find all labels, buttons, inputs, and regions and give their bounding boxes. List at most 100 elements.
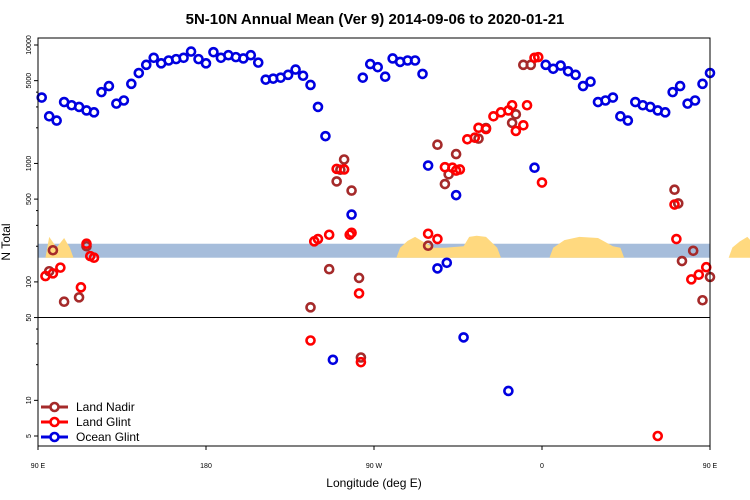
point-0-40 bbox=[346, 209, 357, 220]
y-axis-ticks: 5 10 50 100 500 1000 5000 10000 bbox=[26, 35, 38, 438]
point-1-9 bbox=[338, 154, 350, 165]
point-0-53 bbox=[450, 189, 462, 201]
point-1-5 bbox=[305, 302, 316, 313]
point-0-62 bbox=[577, 80, 589, 92]
point-0-7 bbox=[88, 107, 100, 118]
land-band-0 bbox=[45, 236, 74, 258]
point-0-9 bbox=[103, 80, 115, 92]
point-0-19 bbox=[178, 52, 189, 64]
point-1-20 bbox=[506, 117, 518, 129]
point-2-46 bbox=[652, 430, 664, 442]
series-ocean-glint bbox=[36, 46, 716, 397]
point-1-3 bbox=[73, 292, 85, 303]
point-0-48 bbox=[409, 55, 421, 66]
point-2-31 bbox=[510, 125, 522, 137]
point-0-20 bbox=[185, 46, 197, 57]
legend-swatch-marker-2 bbox=[49, 431, 60, 443]
point-2-9 bbox=[312, 233, 324, 245]
ocean-band bbox=[38, 243, 710, 258]
y-tick-label-1: 10 bbox=[26, 396, 33, 404]
point-1-24 bbox=[669, 184, 680, 196]
point-2-6 bbox=[88, 252, 100, 264]
point-2-16 bbox=[355, 356, 367, 368]
point-0-2 bbox=[51, 115, 62, 126]
data-series bbox=[36, 46, 716, 442]
point-0-51 bbox=[432, 263, 443, 274]
point-0-52 bbox=[441, 257, 453, 269]
point-1-26 bbox=[676, 255, 688, 267]
point-0-73 bbox=[659, 107, 671, 118]
point-1-11 bbox=[353, 272, 365, 284]
point-2-1 bbox=[47, 268, 59, 279]
point-0-15 bbox=[148, 52, 160, 64]
land-band-2 bbox=[549, 236, 625, 258]
series-land-glint bbox=[40, 51, 712, 442]
point-0-23 bbox=[208, 46, 219, 58]
chart-title: 5N-10N Annual Mean (Ver 9) 2014-09-06 to… bbox=[186, 11, 565, 28]
point-0-35 bbox=[297, 70, 309, 82]
point-0-75 bbox=[674, 80, 686, 92]
point-2-39 bbox=[686, 274, 697, 285]
point-0-33 bbox=[282, 69, 294, 81]
point-0-74 bbox=[667, 86, 678, 98]
point-0-67 bbox=[615, 111, 626, 122]
point-0-1 bbox=[43, 111, 55, 122]
point-2-24 bbox=[469, 132, 481, 143]
point-1-13 bbox=[422, 240, 434, 252]
point-2-18 bbox=[432, 233, 443, 245]
point-0-28 bbox=[245, 49, 257, 61]
point-0-56 bbox=[529, 162, 540, 174]
point-2-15 bbox=[353, 288, 365, 299]
point-0-8 bbox=[96, 86, 107, 98]
point-0-68 bbox=[622, 115, 634, 126]
point-1-12 bbox=[355, 352, 367, 363]
point-2-40 bbox=[693, 269, 705, 281]
point-0-77 bbox=[689, 95, 701, 106]
point-2-17 bbox=[422, 228, 434, 240]
point-1-6 bbox=[323, 263, 335, 275]
point-2-22 bbox=[454, 164, 466, 175]
point-1-2 bbox=[58, 296, 70, 308]
point-2-32 bbox=[518, 119, 529, 131]
y-tick-label-6: 5000 bbox=[26, 73, 33, 89]
point-0-21 bbox=[193, 53, 204, 65]
point-0-37 bbox=[312, 101, 324, 113]
point-2-14 bbox=[346, 227, 357, 239]
point-2-3 bbox=[75, 282, 87, 293]
x-axis-label: Longitude (deg E) bbox=[326, 476, 421, 490]
point-0-41 bbox=[357, 72, 369, 83]
point-0-43 bbox=[372, 61, 384, 73]
x-tick-label-0: 90 E bbox=[31, 463, 46, 470]
point-2-37 bbox=[669, 199, 680, 210]
point-2-33 bbox=[521, 99, 533, 111]
surface-band bbox=[38, 235, 750, 258]
legend-swatch-marker-0 bbox=[49, 401, 60, 413]
point-0-34 bbox=[290, 64, 301, 75]
point-1-17 bbox=[450, 148, 462, 160]
point-1-28 bbox=[697, 294, 708, 306]
legend-label-1: Land Glint bbox=[76, 415, 131, 429]
point-0-66 bbox=[607, 92, 619, 103]
x-tick-label-4: 90 E bbox=[703, 463, 718, 470]
point-0-49 bbox=[417, 68, 428, 80]
point-0-50 bbox=[422, 160, 434, 171]
point-2-2 bbox=[55, 262, 66, 273]
point-0-78 bbox=[697, 78, 708, 90]
y-tick-label-4: 500 bbox=[26, 193, 33, 205]
x-tick-label-1: 180 bbox=[200, 463, 212, 470]
x-tick-label-2: 90 W bbox=[366, 463, 383, 470]
point-1-14 bbox=[432, 139, 443, 150]
point-2-12 bbox=[338, 164, 350, 175]
point-0-54 bbox=[458, 332, 469, 343]
y-axis-label: N Total bbox=[0, 223, 13, 260]
point-0-29 bbox=[252, 57, 264, 68]
point-2-30 bbox=[506, 99, 518, 111]
legend-swatch-marker-1 bbox=[49, 416, 60, 428]
point-2-35 bbox=[532, 51, 544, 63]
point-2-7 bbox=[305, 335, 316, 346]
y-tick-label-0: 5 bbox=[26, 434, 33, 438]
point-1-15 bbox=[439, 178, 451, 190]
point-0-63 bbox=[585, 76, 596, 87]
